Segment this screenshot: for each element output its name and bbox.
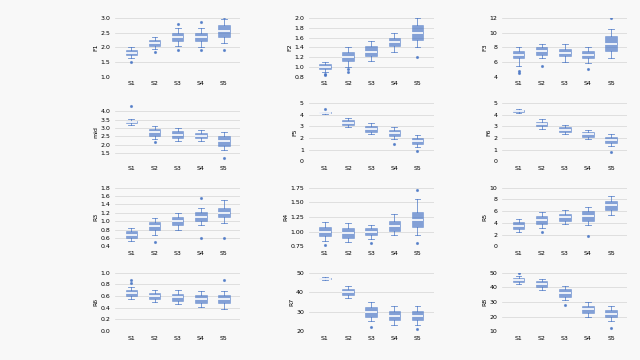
- Y-axis label: F6: F6: [486, 129, 492, 136]
- PathPatch shape: [388, 311, 400, 320]
- PathPatch shape: [319, 227, 331, 237]
- PathPatch shape: [536, 47, 547, 55]
- PathPatch shape: [125, 231, 137, 238]
- PathPatch shape: [605, 36, 617, 51]
- PathPatch shape: [582, 306, 594, 313]
- PathPatch shape: [605, 138, 617, 143]
- PathPatch shape: [559, 49, 570, 56]
- PathPatch shape: [218, 208, 230, 217]
- Y-axis label: F5: F5: [293, 129, 298, 136]
- Y-axis label: R5: R5: [483, 213, 488, 221]
- PathPatch shape: [559, 127, 570, 132]
- PathPatch shape: [342, 52, 354, 61]
- PathPatch shape: [412, 212, 423, 227]
- PathPatch shape: [195, 33, 207, 41]
- PathPatch shape: [605, 310, 617, 317]
- PathPatch shape: [536, 216, 547, 224]
- PathPatch shape: [148, 40, 160, 46]
- Y-axis label: R7: R7: [289, 298, 294, 306]
- PathPatch shape: [605, 201, 617, 210]
- PathPatch shape: [172, 131, 184, 138]
- PathPatch shape: [513, 110, 524, 112]
- PathPatch shape: [195, 212, 207, 221]
- Y-axis label: R3: R3: [93, 213, 99, 221]
- PathPatch shape: [172, 217, 184, 225]
- PathPatch shape: [582, 51, 594, 58]
- Y-axis label: F2: F2: [287, 44, 292, 51]
- PathPatch shape: [125, 121, 137, 123]
- Y-axis label: R8: R8: [483, 298, 488, 306]
- PathPatch shape: [513, 278, 524, 282]
- PathPatch shape: [125, 290, 137, 296]
- PathPatch shape: [513, 222, 524, 229]
- PathPatch shape: [319, 64, 331, 69]
- PathPatch shape: [125, 50, 137, 55]
- PathPatch shape: [536, 282, 547, 287]
- PathPatch shape: [513, 51, 524, 58]
- PathPatch shape: [582, 211, 594, 221]
- PathPatch shape: [218, 25, 230, 37]
- PathPatch shape: [365, 228, 377, 235]
- PathPatch shape: [559, 289, 570, 297]
- PathPatch shape: [582, 132, 594, 137]
- PathPatch shape: [388, 37, 400, 46]
- Y-axis label: F3: F3: [483, 44, 488, 51]
- Y-axis label: mid: mid: [93, 126, 99, 138]
- PathPatch shape: [218, 135, 230, 145]
- PathPatch shape: [412, 25, 423, 40]
- PathPatch shape: [319, 112, 331, 113]
- Y-axis label: R6: R6: [93, 298, 99, 306]
- PathPatch shape: [365, 307, 377, 316]
- Y-axis label: F1: F1: [93, 44, 99, 51]
- PathPatch shape: [388, 130, 400, 136]
- PathPatch shape: [412, 311, 423, 320]
- PathPatch shape: [365, 126, 377, 131]
- Y-axis label: R4: R4: [283, 213, 288, 221]
- PathPatch shape: [218, 295, 230, 303]
- PathPatch shape: [172, 294, 184, 301]
- PathPatch shape: [365, 46, 377, 56]
- PathPatch shape: [148, 222, 160, 230]
- PathPatch shape: [536, 122, 547, 126]
- PathPatch shape: [319, 278, 331, 279]
- PathPatch shape: [388, 221, 400, 230]
- PathPatch shape: [342, 228, 354, 238]
- PathPatch shape: [342, 121, 354, 125]
- PathPatch shape: [195, 295, 207, 303]
- PathPatch shape: [559, 213, 570, 221]
- PathPatch shape: [148, 293, 160, 299]
- PathPatch shape: [148, 129, 160, 135]
- PathPatch shape: [195, 132, 207, 138]
- PathPatch shape: [342, 289, 354, 295]
- PathPatch shape: [172, 33, 184, 41]
- PathPatch shape: [412, 138, 423, 144]
